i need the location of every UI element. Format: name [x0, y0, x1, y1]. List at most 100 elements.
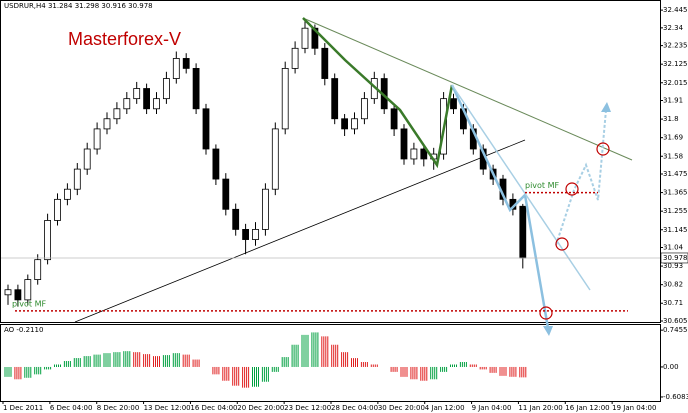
candle-body — [331, 78, 339, 120]
indicator-title: AO -0.2110 — [4, 326, 43, 334]
y-tick-label: 30.71 — [663, 299, 683, 307]
last-price-box — [660, 252, 688, 264]
candle-body — [83, 148, 91, 170]
candle-body — [24, 279, 32, 301]
y-tick-label: 30.605 — [663, 317, 688, 325]
price-panel — [0, 0, 661, 323]
candle-body — [202, 108, 210, 150]
candle-body — [252, 229, 259, 240]
candle-body — [271, 128, 279, 190]
candle-body — [222, 178, 230, 210]
y-tick-label: 32.445 — [663, 6, 688, 14]
candle-body — [182, 58, 190, 69]
wave-path — [302, 17, 454, 169]
x-tick-label: 1 Dec 2011 — [3, 404, 43, 412]
x-tick-label: 11 Jan 20:00 — [518, 404, 562, 412]
candle-body — [360, 98, 368, 120]
y-tick-label: 31.255 — [663, 207, 688, 215]
x-tick-label: 4 Jan 12:00 — [425, 404, 465, 412]
y-tick-label: 0.7455 — [663, 326, 688, 334]
candle-body — [232, 208, 240, 230]
y-tick-label: 0.00 — [663, 363, 679, 371]
indicator-panel — [0, 324, 661, 402]
target-circle — [596, 142, 610, 156]
candle-body — [390, 108, 398, 130]
candle-body — [301, 27, 309, 49]
y-tick-label: 31.91 — [663, 97, 683, 105]
candle-body — [44, 220, 51, 261]
y-tick-label: 31.365 — [663, 189, 688, 197]
candle-body — [14, 289, 22, 301]
candle-body — [123, 98, 131, 110]
y-tick-label: 31.475 — [663, 170, 688, 178]
candle-body — [410, 148, 418, 160]
candle-body — [143, 88, 151, 110]
candle-body — [400, 128, 408, 160]
y-tick-label: 31.69 — [663, 134, 683, 142]
candle-body — [321, 47, 329, 79]
candle-body — [73, 168, 81, 190]
last-price-label: 30.978 — [663, 254, 688, 262]
pivot-label: pivot MF — [525, 181, 560, 190]
target-circle — [565, 182, 579, 196]
candle-body — [34, 259, 42, 280]
candle-body — [103, 118, 111, 130]
y-tick-label: 32.235 — [663, 42, 688, 50]
x-tick-label: 6 Dec 04:00 — [50, 404, 93, 412]
y-tick-label: 31.04 — [663, 243, 684, 251]
y-tick-label: 31.8 — [663, 115, 679, 123]
x-tick-label: 16 Jan 12:00 — [565, 404, 609, 412]
candle-body — [212, 148, 220, 180]
chart-title: USDRUR,H4 31.284 31.298 30.916 30.978 — [4, 2, 153, 10]
forecast-path — [555, 109, 607, 246]
channel-line — [451, 84, 591, 291]
y-tick-label: 30.82 — [663, 281, 683, 289]
annotations — [74, 17, 633, 336]
trend-line — [74, 139, 526, 323]
pivot-label: pivot MF — [12, 299, 47, 308]
x-tick-label: 30 Dec 20:00 — [378, 404, 425, 412]
candle-body — [162, 78, 170, 100]
candle-body — [242, 229, 250, 240]
candle-body — [54, 198, 61, 221]
trend-line — [302, 17, 633, 161]
target-circle — [555, 237, 569, 251]
y-tick-label: -0.6083 — [663, 393, 688, 401]
x-tick-label: 28 Dec 04:00 — [331, 404, 378, 412]
x-tick-label: 19 Jan 04:00 — [612, 404, 656, 412]
candle-body — [113, 108, 121, 120]
candle-body — [291, 47, 299, 69]
y-tick-label: 31.58 — [663, 152, 683, 160]
y-tick-label: 30.93 — [663, 262, 683, 270]
forecast-path — [450, 84, 550, 329]
y-tick-label: 32.015 — [663, 79, 688, 87]
candle-body — [341, 118, 349, 130]
candle-body — [519, 205, 527, 259]
candle-body — [172, 58, 180, 79]
candle-body — [93, 128, 101, 150]
candle-body — [192, 68, 200, 110]
candle-body — [281, 68, 289, 130]
arrow-head — [543, 326, 553, 336]
x-tick-label: 16 Dec 04:00 — [190, 404, 237, 412]
y-tick-label: 32.34 — [663, 24, 684, 32]
candle-body — [64, 188, 71, 200]
candle-body — [153, 98, 160, 110]
target-circle — [539, 306, 553, 320]
x-tick-label: 13 Dec 12:00 — [144, 404, 191, 412]
x-tick-label: 23 Dec 12:00 — [284, 404, 331, 412]
candle-body — [133, 88, 141, 100]
candle-body — [4, 289, 12, 296]
candle-body — [351, 118, 358, 130]
x-tick-label: 20 Dec 20:00 — [237, 404, 284, 412]
brand-label: Masterforex-V — [68, 29, 181, 49]
arrow-head — [601, 102, 611, 112]
candle-body — [420, 148, 428, 160]
x-tick-label: 9 Jan 04:00 — [472, 404, 512, 412]
candle-body — [261, 188, 269, 230]
candle-body — [450, 98, 457, 110]
y-tick-label: 31.145 — [663, 226, 688, 234]
y-tick-label: 32.125 — [663, 60, 688, 68]
x-tick-label: 8 Dec 20:00 — [97, 404, 140, 412]
